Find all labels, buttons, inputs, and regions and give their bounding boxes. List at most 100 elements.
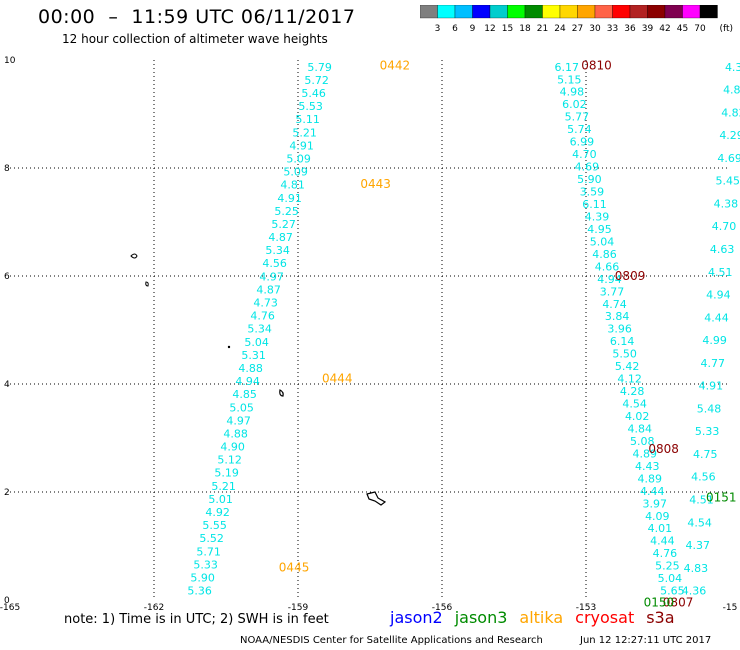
color-scale-label: 45 bbox=[677, 24, 688, 33]
wave-height-value: 5.45 bbox=[716, 175, 740, 188]
wave-height-value: 3.84 bbox=[605, 310, 630, 323]
wave-height-value: 4.76 bbox=[653, 547, 678, 560]
wave-height-value: 5.04 bbox=[590, 235, 615, 248]
wave-height-value: 4.39 bbox=[725, 61, 740, 74]
x-tick-label: -156 bbox=[432, 603, 453, 610]
y-tick-label: 8 bbox=[4, 164, 10, 174]
wave-height-value: 5.33 bbox=[193, 558, 218, 571]
wave-height-value: 5.25 bbox=[655, 560, 680, 573]
color-scale-label: 18 bbox=[519, 24, 531, 33]
wave-height-value: 4.66 bbox=[595, 260, 620, 273]
wave-height-value: 5.04 bbox=[658, 572, 683, 585]
wave-height-value: 4.44 bbox=[704, 311, 729, 324]
wave-height-value: 5.01 bbox=[208, 493, 233, 506]
wave-height-value: 5.31 bbox=[241, 349, 266, 362]
y-tick-label: 4 bbox=[4, 380, 10, 390]
wave-height-value: 5.65 bbox=[660, 585, 685, 598]
wave-height-value: 4.84 bbox=[627, 422, 652, 435]
wave-height-value: 5.74 bbox=[567, 123, 592, 136]
pass-labels: 0442 0443 0444 0445 0810 0809 0808 0807 0151 0150 bbox=[279, 58, 737, 609]
wave-height-value: 4.75 bbox=[693, 448, 718, 461]
island-outline bbox=[366, 491, 387, 506]
color-scale-label: 36 bbox=[624, 24, 636, 33]
wave-height-value: 4.97 bbox=[259, 270, 284, 283]
color-scale-label: 12 bbox=[484, 24, 495, 33]
island-outline bbox=[227, 345, 231, 349]
wave-height-value: 4.51 bbox=[689, 494, 714, 507]
island-outline bbox=[145, 281, 149, 287]
wave-height-value: 4.99 bbox=[702, 334, 727, 347]
wave-height-value: 4.38 bbox=[714, 197, 739, 210]
island-outline bbox=[130, 253, 138, 259]
wave-height-value: 5.48 bbox=[697, 402, 722, 415]
color-scale-unit: (ft) bbox=[720, 24, 734, 33]
wave-height-value: 4.76 bbox=[250, 310, 275, 323]
wave-height-value: 5.50 bbox=[612, 348, 637, 361]
wave-height-value: 4.81 bbox=[723, 84, 740, 97]
y-tick-label: 0 bbox=[4, 596, 10, 606]
wave-height-value: 5.42 bbox=[615, 360, 640, 373]
wave-height-value: 4.70 bbox=[712, 220, 737, 233]
satellite-legend: jason2 jason3 altika cryosat s3a bbox=[390, 608, 687, 627]
wave-height-value: 5.77 bbox=[565, 111, 590, 124]
wave-height-value: 4.89 bbox=[638, 472, 663, 485]
wave-height-value: 5.04 bbox=[244, 336, 269, 349]
wave-height-value: 5.71 bbox=[196, 545, 221, 558]
color-scale-label: 33 bbox=[607, 24, 618, 33]
wave-height-value: 5.09 bbox=[283, 166, 308, 179]
pass-time-label: 0444 bbox=[322, 372, 353, 386]
wave-height-value: 5.11 bbox=[295, 113, 320, 126]
generated-timestamp: Jun 12 12:27:11 UTC 2017 bbox=[580, 635, 712, 646]
x-tick-label: -153 bbox=[576, 603, 596, 610]
axis-labels: -165 -162 -159 -156 -153 -15 0 2 4 6 8 10 bbox=[0, 56, 737, 610]
legend-item-s3a: s3a bbox=[646, 608, 675, 627]
wave-height-value: 5.08 bbox=[630, 435, 655, 448]
wave-height-value: 5.90 bbox=[190, 572, 215, 585]
color-scale-label: 70 bbox=[694, 24, 706, 33]
x-tick-label: -15 bbox=[723, 603, 738, 610]
legend-item-jason3: jason3 bbox=[454, 608, 508, 627]
legend-item-jason2: jason2 bbox=[390, 608, 443, 627]
wave-height-value: 4.94 bbox=[706, 289, 731, 302]
grid-lines bbox=[10, 60, 730, 600]
wave-height-value: 4.54 bbox=[622, 398, 647, 411]
y-tick-label: 6 bbox=[4, 272, 10, 282]
wave-height-value: 4.85 bbox=[232, 388, 257, 401]
wave-height-value: 4.88 bbox=[223, 427, 248, 440]
wave-height-value: 5.15 bbox=[557, 73, 582, 86]
wave-height-value: 6.17 bbox=[555, 61, 580, 74]
wave-height-value: 4.29 bbox=[719, 129, 740, 142]
wave-height-value: 4.94 bbox=[235, 375, 260, 388]
units-note: note: 1) Time is in UTC; 2) SWH is in fe… bbox=[64, 612, 329, 627]
wave-height-value: 4.63 bbox=[710, 243, 735, 256]
wave-height-value: 4.90 bbox=[220, 441, 245, 454]
wave-height-value: 4.98 bbox=[560, 86, 585, 99]
wave-height-value: 6.14 bbox=[610, 335, 635, 348]
wave-height-value: 4.97 bbox=[226, 414, 251, 427]
wave-height-value: 4.51 bbox=[708, 266, 733, 279]
color-scale-label: 27 bbox=[572, 24, 583, 33]
color-scale-label: 24 bbox=[554, 24, 566, 33]
wave-height-value: 5.46 bbox=[301, 87, 326, 100]
wave-height-value: 4.89 bbox=[632, 447, 657, 460]
pass-time-label: 0443 bbox=[360, 177, 391, 191]
wave-height-value: 4.54 bbox=[687, 516, 712, 529]
wave-height-value: 4.56 bbox=[691, 471, 716, 484]
wave-height-value: 5.21 bbox=[292, 126, 317, 139]
wave-height-value: 5.72 bbox=[304, 74, 329, 87]
wave-height-value: 5.36 bbox=[187, 585, 212, 598]
wave-height-value: 5.34 bbox=[247, 323, 272, 336]
color-scale-label: 39 bbox=[642, 24, 654, 33]
pass-time-label: 0442 bbox=[380, 58, 411, 72]
island-outlines bbox=[130, 253, 387, 506]
wave-height-value: 5.79 bbox=[307, 61, 332, 74]
wave-height-value: 5.55 bbox=[202, 519, 227, 532]
credit-text: NOAA/NESDIS Center for Satellite Applica… bbox=[240, 635, 543, 646]
wave-height-value: 4.43 bbox=[635, 460, 660, 473]
wave-height-value: 5.34 bbox=[265, 244, 290, 257]
wave-height-value: 4.87 bbox=[268, 231, 293, 244]
data-points: 5.795.725.465.535.115.214.915.095.094.81… bbox=[187, 61, 740, 598]
wave-height-value: 4.09 bbox=[645, 510, 670, 523]
wave-height-value: 4.82 bbox=[721, 106, 740, 119]
wave-height-value: 4.91 bbox=[277, 192, 302, 205]
